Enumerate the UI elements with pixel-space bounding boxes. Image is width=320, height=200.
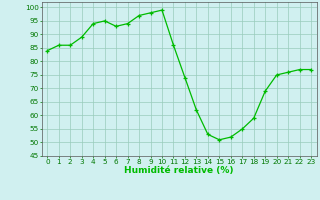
X-axis label: Humidité relative (%): Humidité relative (%) (124, 166, 234, 175)
